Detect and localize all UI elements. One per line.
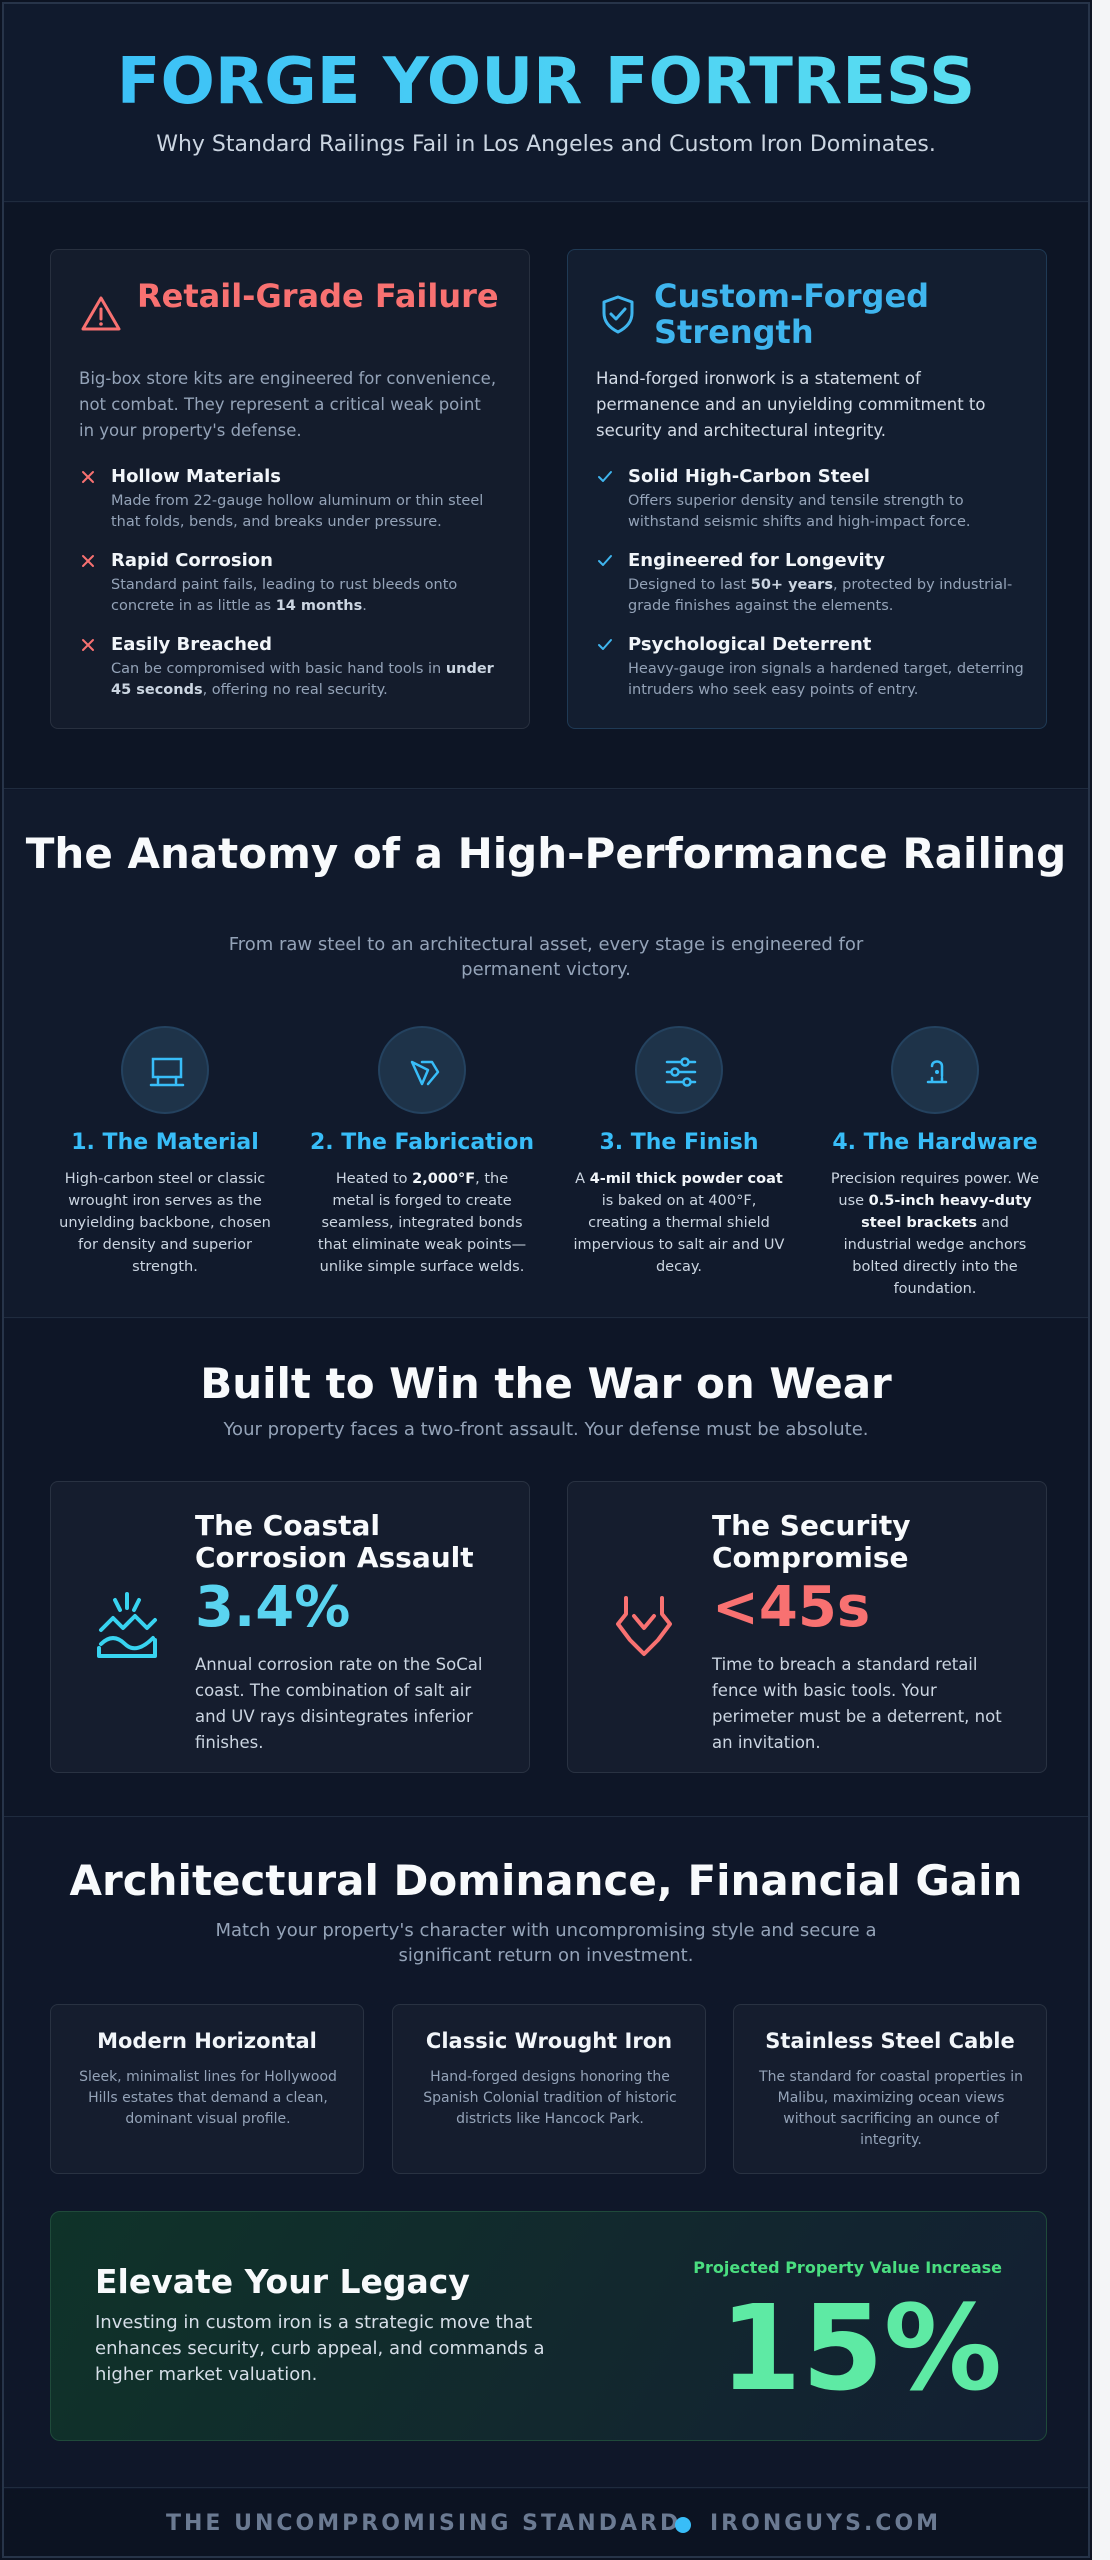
stat-title: The Coastal Corrosion Assault (195, 1510, 515, 1574)
item-title: Hollow Materials (111, 466, 281, 488)
hero-subtitle: Why Standard Railings Fail in Los Angele… (4, 132, 1088, 157)
footer: THE UNCOMPROMISING STANDARD IRONGUYS.COM (4, 2489, 1088, 2558)
footer-tagline: THE UNCOMPROMISING STANDARD (166, 2511, 681, 2536)
anatomy-section: The Anatomy of a High-Performance Railin… (4, 790, 1088, 1318)
stat-card-corrosion: The Coastal Corrosion Assault 3.4% Annua… (50, 1481, 530, 1773)
legacy-title: Elevate Your Legacy (95, 2262, 470, 2301)
custom-forged-title: Custom-Forged Strength (654, 278, 1024, 350)
x-mark-icon (79, 468, 97, 486)
fire-tongs-icon (402, 1050, 446, 1094)
item-desc: Heavy-gauge iron signals a hardened targ… (628, 659, 1028, 701)
sliders-icon (659, 1050, 703, 1094)
item-desc: Standard paint fails, leading to rust bl… (111, 575, 511, 617)
wear-section: Built to Win the War on Wear Your proper… (4, 1319, 1088, 1817)
style-card: Stainless Steel Cable The standard for c… (733, 2004, 1047, 2174)
infographic-page: FORGE YOUR FORTRESS Why Standard Railing… (2, 2, 1090, 2558)
architecture-title: Architectural Dominance, Financial Gain (4, 1856, 1088, 1905)
architecture-section: Architectural Dominance, Financial Gain … (4, 1818, 1088, 2488)
legacy-desc: Investing in custom iron is a strategic … (95, 2310, 565, 2388)
hero-title: FORGE YOUR FORTRESS (4, 46, 1088, 118)
style-card: Modern Horizontal Sleek, minimalist line… (50, 2004, 364, 2174)
shield-check-icon (596, 292, 640, 336)
step-desc: A 4-mil thick powder coat is baked on at… (572, 1168, 786, 1278)
x-mark-icon (79, 636, 97, 654)
stat-value: 3.4% (195, 1576, 350, 1640)
page-edge (1092, 0, 1110, 2560)
item-desc: Can be compromised with basic hand tools… (111, 659, 511, 701)
step-title: 4. The Hardware (820, 1130, 1050, 1155)
style-desc: The standard for coastal properties in M… (754, 2067, 1028, 2151)
item-title: Psychological Deterrent (628, 634, 871, 656)
step-title: 2. The Fabrication (307, 1130, 537, 1155)
stat-title: The Security Compromise (712, 1510, 1032, 1574)
item-title: Solid High-Carbon Steel (628, 466, 870, 488)
comparison-section: Retail-Grade Failure Big-box store kits … (4, 203, 1088, 789)
style-title: Stainless Steel Cable (734, 2029, 1046, 2053)
wear-subtitle: Your property faces a two-front assault.… (4, 1419, 1088, 1440)
hero-header: FORGE YOUR FORTRESS Why Standard Railing… (4, 4, 1088, 202)
architecture-subtitle: Match your property's character with unc… (194, 1918, 898, 1968)
style-title: Modern Horizontal (51, 2029, 363, 2053)
item-desc: Offers superior density and tensile stre… (628, 491, 1028, 533)
style-desc: Hand-forged designs honoring the Spanish… (413, 2067, 687, 2130)
step-desc: Precision requires power. We use 0.5-inc… (828, 1168, 1042, 1300)
footer-dot (675, 2517, 691, 2533)
check-mark-icon (596, 636, 614, 654)
step-desc: Heated to 2,000°F, the metal is forged t… (315, 1168, 529, 1278)
security-breach-icon (604, 1586, 684, 1666)
value-increase-percent: 15% (720, 2278, 1002, 2418)
item-desc: Designed to last 50+ years, protected by… (628, 575, 1028, 617)
warning-triangle-icon (79, 292, 123, 336)
step-title: 1. The Material (50, 1130, 280, 1155)
retail-failure-card: Retail-Grade Failure Big-box store kits … (50, 249, 530, 729)
stat-desc: Annual corrosion rate on the SoCal coast… (195, 1652, 495, 1756)
value-increase-label: Projected Property Value Increase (693, 2258, 1002, 2277)
item-desc: Made from 22-gauge hollow aluminum or th… (111, 491, 511, 533)
stat-desc: Time to breach a standard retail fence w… (712, 1652, 1012, 1756)
anvil-icon (145, 1050, 189, 1094)
footer-website-link[interactable]: IRONGUYS.COM (710, 2511, 941, 2536)
custom-forged-card: Custom-Forged Strength Hand-forged ironw… (567, 249, 1047, 729)
style-desc: Sleek, minimalist lines for Hollywood Hi… (71, 2067, 345, 2130)
step-desc: High-carbon steel or classic wrought iro… (58, 1168, 272, 1278)
wear-title: Built to Win the War on Wear (4, 1359, 1088, 1408)
custom-forged-intro: Hand-forged ironwork is a statement of p… (596, 366, 1016, 444)
stat-value: <45s (712, 1576, 870, 1640)
style-title: Classic Wrought Iron (393, 2029, 705, 2053)
stat-card-security: The Security Compromise <45s Time to bre… (567, 1481, 1047, 1773)
anatomy-title: The Anatomy of a High-Performance Railin… (4, 832, 1088, 876)
item-title: Rapid Corrosion (111, 550, 273, 572)
check-mark-icon (596, 552, 614, 570)
item-title: Easily Breached (111, 634, 272, 656)
corrosion-waves-icon (87, 1586, 167, 1666)
retail-failure-title: Retail-Grade Failure (137, 278, 507, 314)
check-mark-icon (596, 468, 614, 486)
retail-failure-intro: Big-box store kits are engineered for co… (79, 366, 499, 444)
x-mark-icon (79, 552, 97, 570)
anatomy-subtitle: From raw steel to an architectural asset… (204, 932, 888, 982)
item-title: Engineered for Longevity (628, 550, 885, 572)
style-card: Classic Wrought Iron Hand-forged designs… (392, 2004, 706, 2174)
legacy-banner: Elevate Your Legacy Investing in custom … (50, 2211, 1047, 2441)
step-title: 3. The Finish (564, 1130, 794, 1155)
anchor-bolt-icon (915, 1050, 959, 1094)
